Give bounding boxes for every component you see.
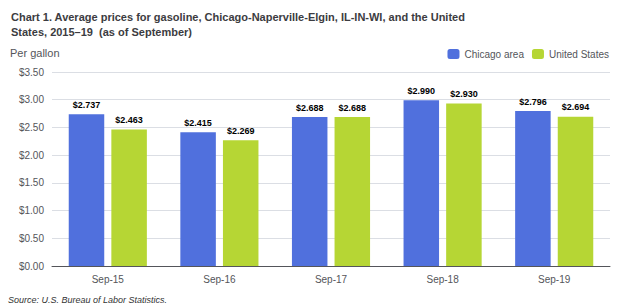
svg-text:$2.415: $2.415 <box>184 118 212 128</box>
svg-text:Sep-16: Sep-16 <box>203 274 236 285</box>
svg-text:Chart 1. Average prices for ga: Chart 1. Average prices for gasoline, Ch… <box>11 11 465 23</box>
svg-text:$0.00: $0.00 <box>19 261 44 272</box>
svg-text:$2.694: $2.694 <box>562 102 590 112</box>
svg-text:$2.930: $2.930 <box>450 89 478 99</box>
svg-text:$2.688: $2.688 <box>296 103 324 113</box>
svg-text:$0.50: $0.50 <box>19 233 44 244</box>
svg-text:Chicago area: Chicago area <box>464 49 524 60</box>
svg-text:$3.50: $3.50 <box>19 67 44 78</box>
svg-text:$2.50: $2.50 <box>19 122 44 133</box>
svg-text:$2.990: $2.990 <box>408 86 436 96</box>
svg-text:$2.269: $2.269 <box>227 126 255 136</box>
svg-text:$1.50: $1.50 <box>19 177 44 188</box>
svg-text:Sep-15: Sep-15 <box>92 274 125 285</box>
svg-text:Per gallon: Per gallon <box>10 47 60 59</box>
svg-text:Source: U.S. Bureau of Labor S: Source: U.S. Bureau of Labor Statistics. <box>8 295 167 305</box>
svg-text:United States: United States <box>549 49 609 60</box>
svg-text:$2.463: $2.463 <box>115 115 143 125</box>
svg-text:$3.00: $3.00 <box>19 94 44 105</box>
svg-text:Sep-18: Sep-18 <box>426 274 459 285</box>
svg-text:$2.796: $2.796 <box>519 97 547 107</box>
svg-text:$1.00: $1.00 <box>19 205 44 216</box>
svg-text:$2.737: $2.737 <box>73 100 101 110</box>
svg-text:$2.688: $2.688 <box>339 103 367 113</box>
svg-text:Sep-17: Sep-17 <box>315 274 348 285</box>
svg-text:States, 2015–19 (as of Septem: States, 2015–19 (as of September) <box>11 26 192 38</box>
svg-text:$2.00: $2.00 <box>19 150 44 161</box>
svg-text:Sep-19: Sep-19 <box>538 274 571 285</box>
